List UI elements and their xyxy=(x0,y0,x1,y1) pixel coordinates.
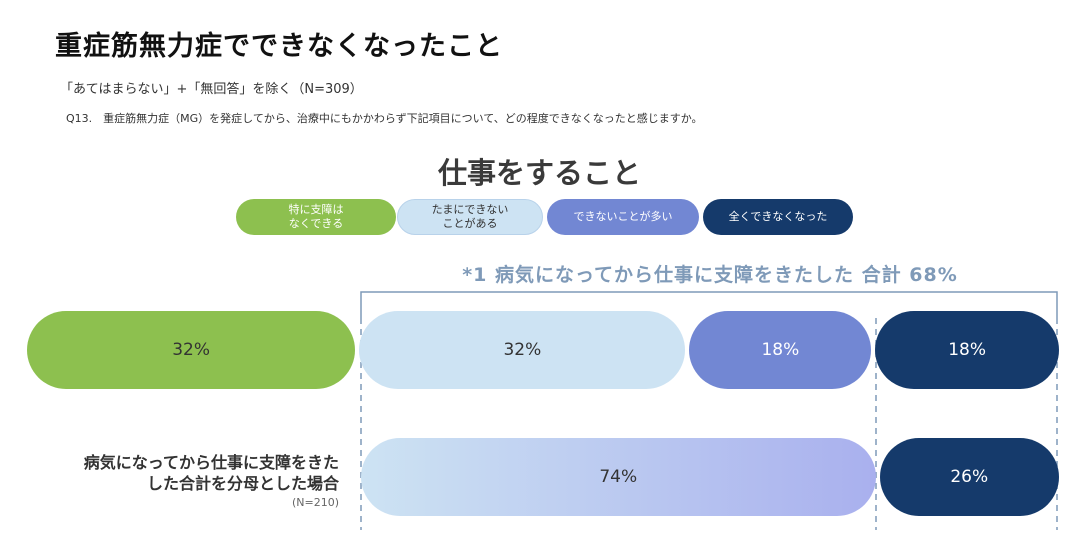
bar-value-label: 18% xyxy=(948,340,986,360)
row-label: 病気になってから仕事に支障をきた した合計を分母とした場合 xyxy=(83,453,339,493)
chart-title: 仕事をすること xyxy=(437,156,641,190)
exclusion-note: 「あてはまらない」+「無回答」を除く（N=309） xyxy=(60,82,363,97)
bar-value-label: 74% xyxy=(599,467,638,487)
legend-item: 全くできなくなった xyxy=(703,199,853,235)
bar-value-label: 26% xyxy=(950,467,989,487)
bar-segment: 18% xyxy=(875,311,1059,389)
bar-value-label: 32% xyxy=(172,340,211,360)
survey-question: Q13. 重症筋無力症（MG）を発症してから、治療中にもかかわらず下記項目につい… xyxy=(66,112,703,125)
bar-segment: 26% xyxy=(879,438,1059,516)
bar-segment: 18% xyxy=(689,311,872,389)
legend-item: 特に支障は なくできる xyxy=(236,199,396,235)
page-title: 重症筋無力症でできなくなったこと xyxy=(55,31,503,62)
legend-item: たまにできない ことがある xyxy=(397,199,543,235)
row-sample-size: (N=210) xyxy=(291,496,339,509)
bar-value-label: 32% xyxy=(503,340,542,360)
bar-segment: 74% xyxy=(361,438,876,516)
bar-value-label: 18% xyxy=(761,340,800,360)
bracket-label: *1 病気になってから仕事に支障をきたした 合計 68% xyxy=(462,264,958,286)
bar-segment: 32% xyxy=(27,311,356,389)
bar-segment: 32% xyxy=(359,311,686,389)
legend-item: できないことが多い xyxy=(547,199,699,235)
